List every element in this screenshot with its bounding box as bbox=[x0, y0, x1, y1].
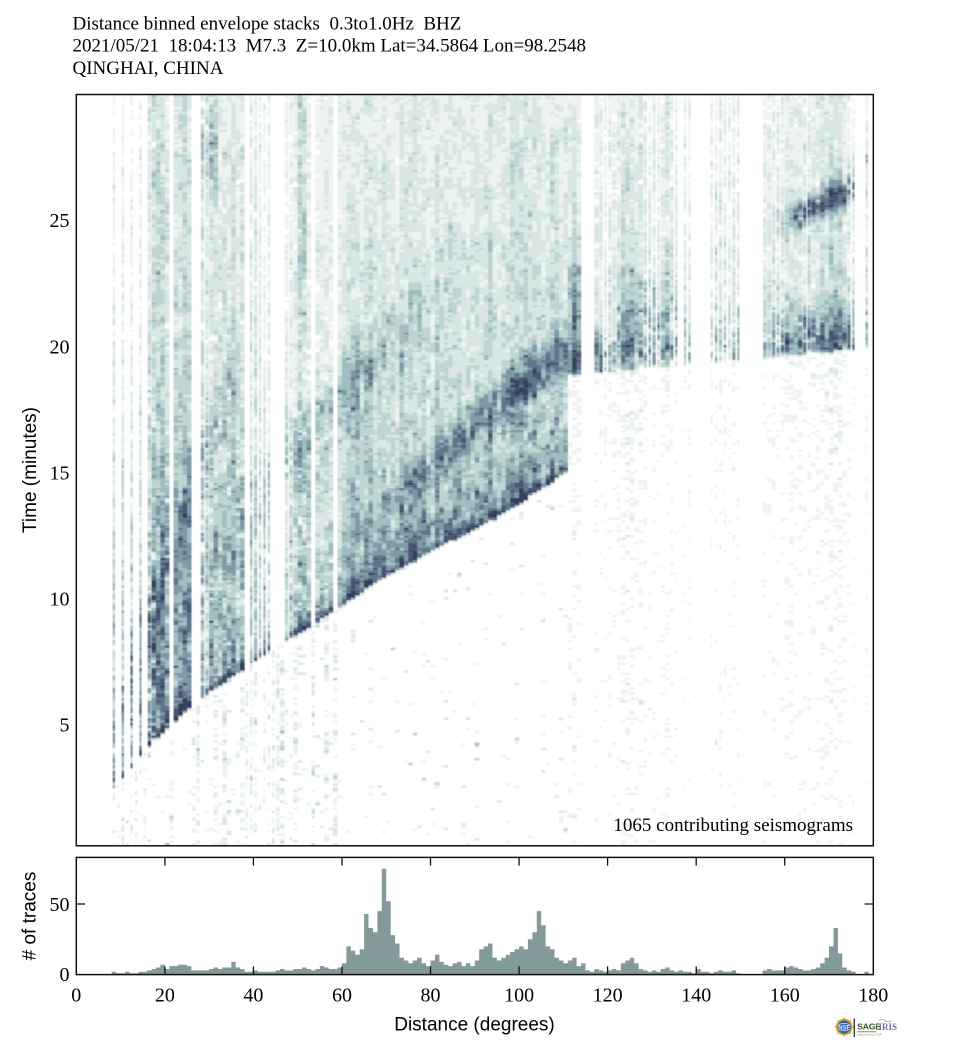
svg-text:# of traces: # of traces bbox=[20, 872, 41, 961]
svg-text:40: 40 bbox=[243, 985, 263, 1007]
svg-text:NSF: NSF bbox=[838, 1025, 850, 1031]
svg-text:5: 5 bbox=[60, 715, 70, 737]
svg-text:supported by NSF: supported by NSF bbox=[857, 1032, 881, 1036]
svg-text:20: 20 bbox=[155, 985, 175, 1007]
svg-text:10: 10 bbox=[50, 588, 70, 610]
svg-text:180: 180 bbox=[858, 985, 888, 1007]
svg-text:25: 25 bbox=[50, 210, 70, 232]
svg-text:120: 120 bbox=[593, 985, 623, 1007]
svg-text:15: 15 bbox=[50, 462, 70, 484]
svg-text:Time (minutes): Time (minutes) bbox=[20, 407, 41, 533]
svg-text:Distance binned envelope stack: Distance binned envelope stacks 0.3to1.0… bbox=[73, 14, 462, 35]
svg-text:2021/05/21 18:04:13 M7.3 Z=: 2021/05/21 18:04:13 M7.3 Z=10.0km Lat=34… bbox=[73, 36, 586, 57]
svg-text:20: 20 bbox=[50, 336, 70, 358]
svg-text:Distance (degrees): Distance (degrees) bbox=[394, 1015, 555, 1036]
svg-text:60: 60 bbox=[332, 985, 352, 1007]
svg-text:100: 100 bbox=[504, 985, 534, 1007]
svg-text:0: 0 bbox=[71, 985, 81, 1007]
svg-text:80: 80 bbox=[421, 985, 441, 1007]
svg-text:50: 50 bbox=[50, 894, 70, 916]
svg-text:160: 160 bbox=[770, 985, 800, 1007]
svg-text:140: 140 bbox=[681, 985, 711, 1007]
svg-text:1065 contributing seismograms: 1065 contributing seismograms bbox=[613, 815, 853, 836]
svg-text:0: 0 bbox=[60, 964, 70, 986]
svg-text:QINGHAI, CHINA: QINGHAI, CHINA bbox=[73, 58, 224, 79]
svg-text:IRIS: IRIS bbox=[879, 1022, 898, 1032]
svg-text:SAGE: SAGE bbox=[857, 1022, 881, 1032]
